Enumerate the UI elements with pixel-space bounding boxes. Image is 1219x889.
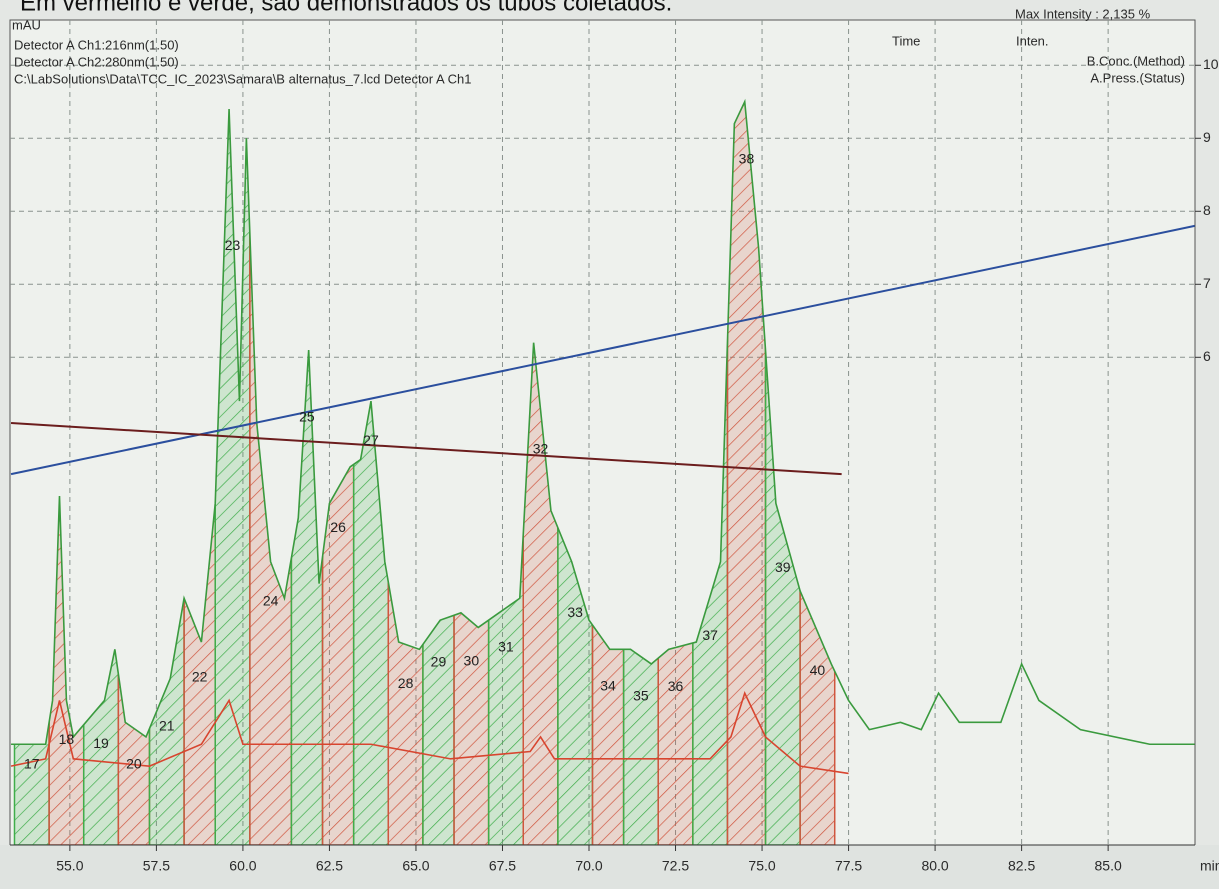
page: 17 18 19 20 21 22 23 24 25 26 27 28 29 30 31 32 33 34 35 36… (0, 0, 1219, 889)
x-axis-label: min (1200, 858, 1219, 874)
table-header: Inten. (1016, 33, 1049, 48)
x-axis-strip (0, 845, 1219, 889)
y-tick-label: 7 (1203, 275, 1211, 291)
table-header: Time (892, 33, 920, 48)
fraction-label: 32 (533, 441, 549, 457)
y-tick-label: 10 (1203, 56, 1219, 72)
fraction-label: 17 (24, 756, 40, 772)
fraction-label: 24 (263, 592, 279, 608)
caption: Em vermelho e verde, são demonstrados os… (20, 0, 672, 16)
fraction-label: 28 (398, 675, 414, 691)
legend-entry: Detector A Ch2:280nm(1.50) (14, 54, 179, 69)
x-tick-label: 57.5 (143, 858, 170, 874)
x-tick-label: 80.0 (921, 858, 948, 874)
max-intensity: Max Intensity : 2,135 % (1015, 6, 1151, 21)
fraction-label: 34 (600, 678, 616, 694)
x-tick-label: 65.0 (402, 858, 429, 874)
x-tick-label: 85.0 (1095, 858, 1122, 874)
y-tick-label: 8 (1203, 202, 1211, 218)
fraction-label: 36 (668, 678, 684, 694)
fraction-label: 37 (702, 627, 718, 643)
x-tick-label: 75.0 (748, 858, 775, 874)
x-tick-label: 67.5 (489, 858, 516, 874)
fraction-label: 26 (330, 519, 346, 535)
fraction-label: 25 (299, 409, 315, 425)
legend-entry: B.Conc.(Method) (1087, 53, 1185, 68)
x-tick-label: 77.5 (835, 858, 862, 874)
x-tick-label: 82.5 (1008, 858, 1035, 874)
legend-entry: Detector A Ch1:216nm(1.50) (14, 37, 179, 52)
fraction-label: 40 (810, 662, 826, 678)
fraction-label: 39 (775, 559, 791, 575)
fraction-label: 33 (567, 604, 583, 620)
fraction-label: 21 (159, 718, 175, 734)
subtitle: C:\LabSolutions\Data\TCC_IC_2023\Samara\… (14, 71, 471, 86)
fraction-label: 27 (363, 432, 379, 448)
fraction-label: 20 (126, 756, 142, 772)
fraction-label: 35 (633, 687, 649, 703)
fraction-label: 30 (464, 652, 480, 668)
y-tick-label: 9 (1203, 129, 1211, 145)
x-tick-label: 60.0 (229, 858, 256, 874)
x-tick-label: 72.5 (662, 858, 689, 874)
fraction-label: 23 (225, 237, 241, 253)
x-tick-label: 70.0 (575, 858, 602, 874)
fraction-label: 22 (192, 668, 208, 684)
fraction-label: 29 (431, 653, 447, 669)
fraction-label: 31 (498, 639, 514, 655)
x-tick-label: 62.5 (316, 858, 343, 874)
x-tick-label: 55.0 (56, 858, 83, 874)
chart: 17 18 19 20 21 22 23 24 25 26 27 28 29 30 31 32 33 34 35 36… (0, 0, 1219, 889)
y-tick-label: 6 (1203, 348, 1211, 364)
y-axis-label: mAU (12, 17, 41, 32)
fraction-label: 38 (739, 151, 755, 167)
fraction-label: 18 (59, 731, 75, 747)
fraction-label: 19 (93, 735, 109, 751)
legend-entry: A.Press.(Status) (1090, 70, 1185, 85)
